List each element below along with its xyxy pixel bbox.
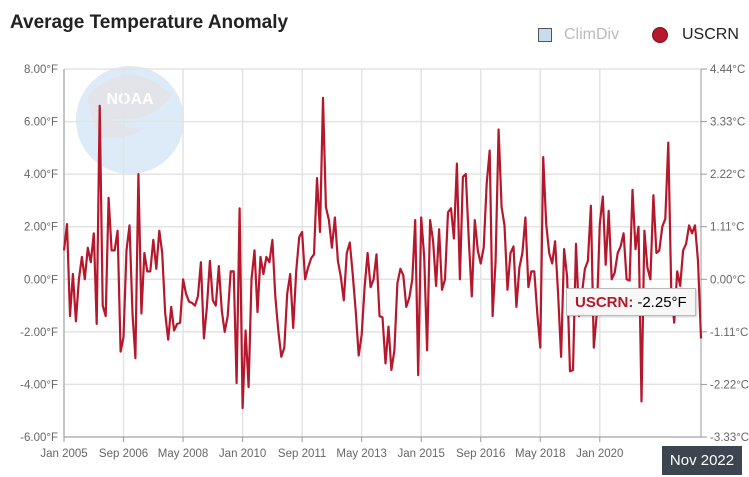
y-left-tick-label: 4.00°F xyxy=(24,169,58,181)
x-tick-label: Sep 2006 xyxy=(99,448,148,460)
x-tick-label: Jan 2005 xyxy=(40,448,87,460)
y-right-tick-label: -3.33°C xyxy=(710,432,749,444)
x-tick-label: Sep 2011 xyxy=(278,448,326,460)
y-right-tick-label: -1.11°C xyxy=(710,327,748,339)
y-left-tick-label: -4.00°F xyxy=(20,379,58,391)
tooltip: USCRN: -2.25°F xyxy=(566,288,696,316)
y-left-tick-label: 2.00°F xyxy=(24,222,58,234)
chart-title: Average Temperature Anomaly xyxy=(10,12,289,33)
y-left-tick-label: 6.00°F xyxy=(24,117,58,129)
x-tick-label: Sep 2016 xyxy=(456,448,505,460)
y-right-tick-label: -2.22°C xyxy=(710,379,749,391)
square-marker-icon xyxy=(538,28,552,42)
y-left-tick-label: 0.00°F xyxy=(24,274,58,286)
x-tick-label: Jan 2010 xyxy=(219,448,266,460)
tooltip-series: USCRN: xyxy=(575,293,634,311)
x-tick-label: Jan 2015 xyxy=(398,448,445,460)
legend-label: ClimDiv xyxy=(564,26,620,43)
x-tick-label: May 2018 xyxy=(515,448,566,460)
tooltip-value: -2.25°F xyxy=(637,293,687,311)
y-right-tick-label: 4.44°C xyxy=(710,64,745,76)
y-right-tick-label: 1.11°C xyxy=(710,222,744,234)
circle-marker-icon xyxy=(652,27,668,43)
legend-label: USCRN xyxy=(682,26,739,43)
noaa-logo-bird-icon xyxy=(88,75,172,139)
x-tick-label: Jan 2020 xyxy=(576,448,623,460)
y-right-tick-label: 3.33°C xyxy=(710,117,745,129)
y-left-tick-label: -6.00°F xyxy=(20,432,58,444)
y-right-tick-label: 0.00°C xyxy=(710,274,745,286)
legend-item-climdiv[interactable]: ClimDiv xyxy=(538,26,619,44)
y-left-tick-label: -2.00°F xyxy=(20,327,58,339)
x-tick-label: May 2013 xyxy=(336,448,387,460)
y-left-tick-label: 8.00°F xyxy=(24,64,58,76)
x-tick-label: May 2008 xyxy=(158,448,209,460)
legend-item-uscrn[interactable]: USCRN xyxy=(652,26,739,44)
crosshair-x-label: Nov 2022 xyxy=(662,446,742,475)
y-right-tick-label: 2.22°C xyxy=(710,169,745,181)
noaa-logo-text: NOAA xyxy=(106,91,154,108)
